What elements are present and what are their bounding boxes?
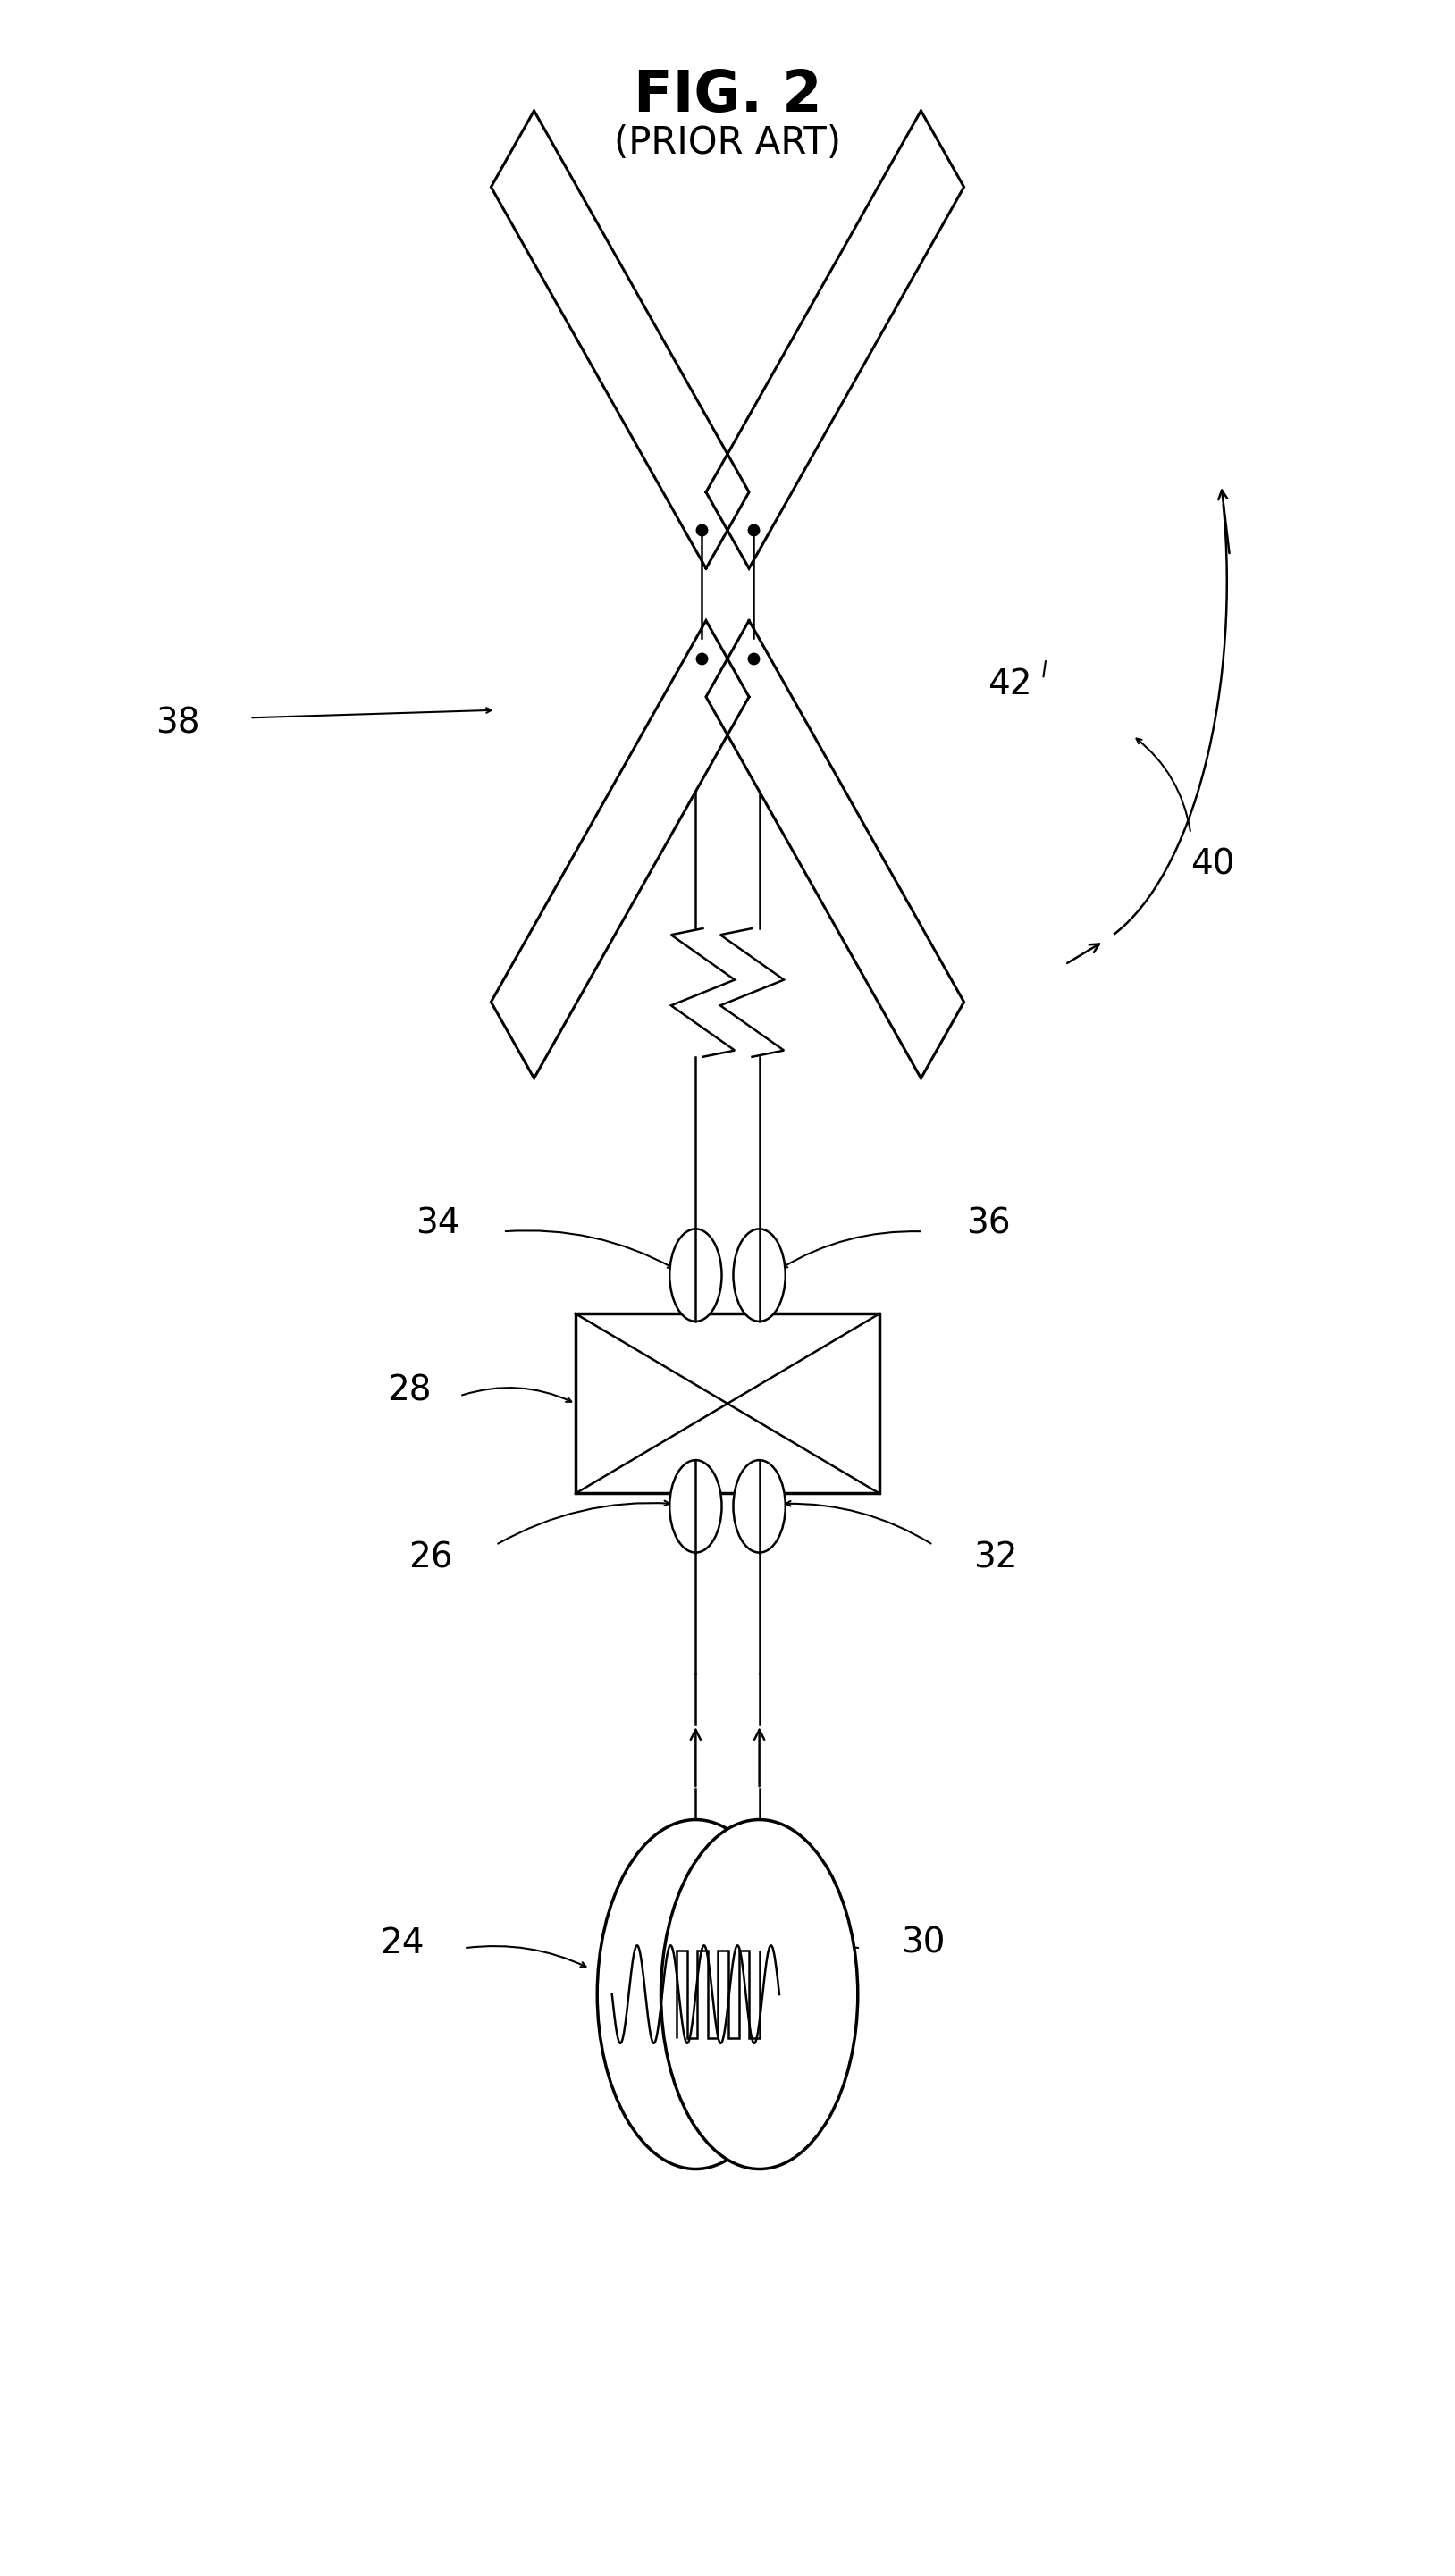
Text: 40: 40 [1190,848,1234,881]
Circle shape [597,1819,794,2169]
Circle shape [661,1819,858,2169]
Text: 30: 30 [901,1927,946,1960]
Polygon shape [490,111,749,569]
Text: (PRIOR ART): (PRIOR ART) [614,124,841,162]
Text: 42: 42 [988,667,1032,701]
Circle shape [733,1229,786,1321]
Text: 34: 34 [416,1206,460,1242]
Text: 28: 28 [387,1373,431,1406]
Circle shape [733,1461,786,1553]
Text: FIG. 2: FIG. 2 [633,67,822,124]
Polygon shape [706,111,965,569]
Bar [576,1314,879,1494]
Text: 26: 26 [409,1540,453,1574]
Polygon shape [490,621,749,1079]
Text: 38: 38 [156,706,199,739]
Text: 24: 24 [380,1927,423,1960]
Circle shape [669,1461,722,1553]
Circle shape [669,1229,722,1321]
Text: 36: 36 [966,1206,1010,1242]
Polygon shape [706,621,965,1079]
Text: 32: 32 [973,1540,1017,1574]
